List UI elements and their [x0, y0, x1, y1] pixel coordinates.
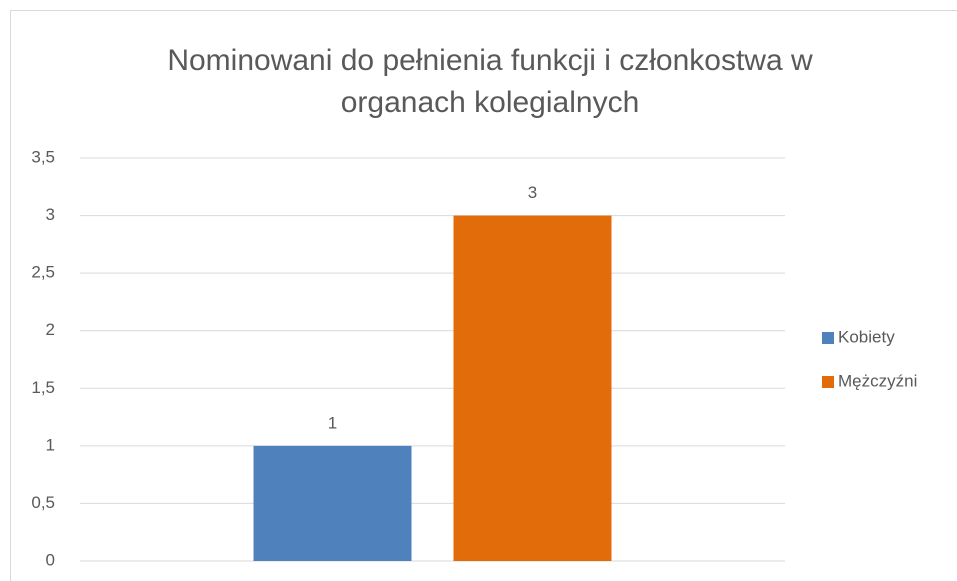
legend-label: Mężczyźni — [838, 371, 917, 390]
y-tick-label: 1 — [46, 435, 55, 454]
bar — [253, 445, 412, 561]
legend-swatch — [822, 376, 834, 388]
y-tick-label: 1,5 — [31, 378, 55, 397]
y-tick-label: 3,5 — [31, 147, 55, 166]
data-label: 3 — [528, 183, 537, 202]
y-tick-label: 2,5 — [31, 263, 55, 282]
y-tick-label: 2 — [46, 320, 55, 339]
chart-border — [10, 10, 957, 581]
data-label: 1 — [328, 413, 337, 432]
bar — [453, 215, 612, 562]
legend-label: Kobiety — [838, 327, 895, 346]
y-tick-label: 3 — [46, 205, 55, 224]
y-tick-label: 0,5 — [31, 493, 55, 512]
legend-swatch — [822, 332, 834, 344]
chart-title: Nominowani do pełnienia funkcji i członk… — [167, 44, 813, 119]
y-tick-label: 0 — [46, 550, 55, 569]
